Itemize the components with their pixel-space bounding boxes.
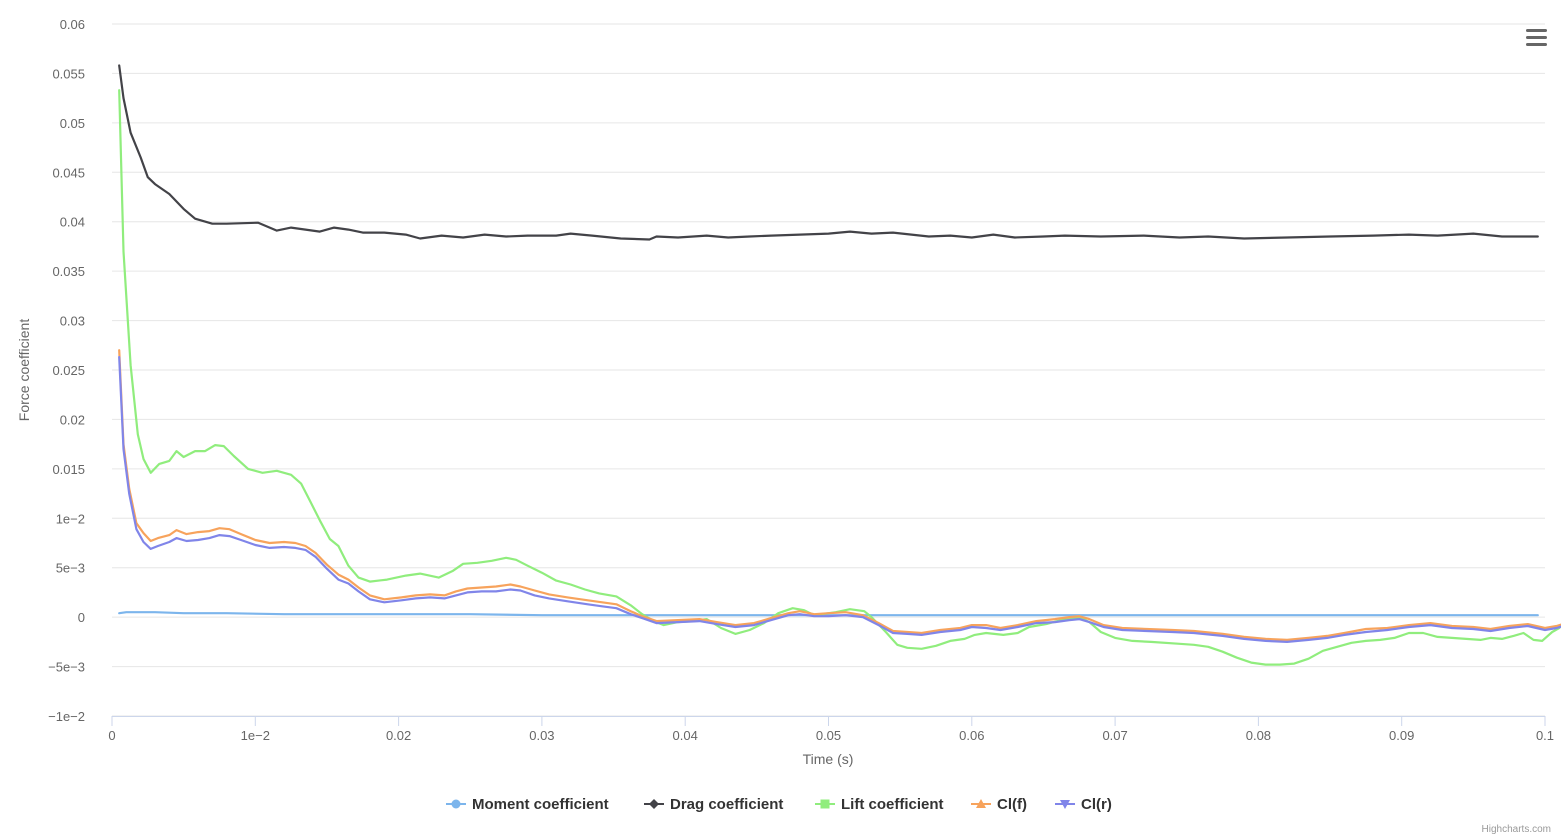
x-tick-label: 0.08 xyxy=(1246,728,1271,743)
legend-label: Cl(f) xyxy=(997,796,1027,813)
y-tick-label: 0.025 xyxy=(52,363,85,378)
y-tick-label: 5e−3 xyxy=(56,561,85,576)
y-tick-label: 0.055 xyxy=(52,66,85,81)
legend-label: Lift coefficient xyxy=(841,796,944,813)
y-tick-label: −1e−2 xyxy=(48,709,85,724)
series-line-moment-coefficient[interactable] xyxy=(118,611,1539,617)
y-tick-label: 0.045 xyxy=(52,165,85,180)
y-tick-label: −5e−3 xyxy=(48,660,85,675)
y-axis-title: Force coefficient xyxy=(16,319,32,422)
y-tick-label: 0.05 xyxy=(60,116,85,131)
credits-link[interactable]: Highcharts.com xyxy=(1482,824,1551,835)
legend-marker-circle-icon xyxy=(451,799,461,809)
axes xyxy=(111,716,1546,726)
legend-item[interactable]: Drag coefficient xyxy=(644,796,783,813)
series-line-drag-coefficient[interactable] xyxy=(118,64,1539,241)
x-tick-label: 0.02 xyxy=(386,728,411,743)
x-tick-label: 0.1 xyxy=(1536,728,1554,743)
y-tick-label: 0.035 xyxy=(52,264,85,279)
legend-marker-square-icon xyxy=(820,799,830,809)
x-tick-label: 0.06 xyxy=(959,728,984,743)
hamburger-menu-icon[interactable] xyxy=(1522,25,1550,49)
x-axis-title: Time (s) xyxy=(803,751,854,767)
x-tick-label: 0 xyxy=(108,728,115,743)
legend-marker-triangle-icon xyxy=(976,799,986,808)
y-tick-label: 0.015 xyxy=(52,462,85,477)
series-line-lift-coefficient[interactable] xyxy=(118,89,1561,666)
x-tick-label: 0.09 xyxy=(1389,728,1414,743)
y-tick-label: 0.03 xyxy=(60,314,85,329)
series-lines xyxy=(118,64,1561,666)
x-axis-tick-labels: 0 1e−2 0.02 0.03 0.04 0.05 0.06 0.07 0.08 0.09 0.1 xyxy=(108,728,1554,743)
legend-label: Cl(r) xyxy=(1081,796,1112,813)
legend-item[interactable]: Cl(f) xyxy=(971,796,1027,813)
y-tick-label: 0.02 xyxy=(60,412,85,427)
y-tick-label: 0.06 xyxy=(60,17,85,32)
y-tick-label: 0.04 xyxy=(60,215,85,230)
legend-item[interactable]: Cl(r) xyxy=(1055,796,1112,813)
legend-marker-triangle-down-icon xyxy=(1060,800,1070,809)
legend: Moment coefficient Drag coefficient Lift c… xyxy=(446,796,1112,813)
legend-marker-diamond-icon xyxy=(649,799,659,809)
legend-item[interactable]: Moment coefficient xyxy=(446,796,609,813)
grid-lines xyxy=(112,23,1545,717)
x-tick-label: 0.04 xyxy=(673,728,698,743)
y-axis-tick-labels: −1e−2 −5e−3 0 5e−3 1e−2 0.015 0.02 0.025 0.03 0.0… xyxy=(48,17,85,724)
x-tick-label: 0.03 xyxy=(529,728,554,743)
legend-label: Drag coefficient xyxy=(670,796,783,813)
y-tick-label: 0 xyxy=(78,610,85,625)
x-tick-label: 1e−2 xyxy=(241,728,270,743)
x-tick-label: 0.05 xyxy=(816,728,841,743)
x-tick-label: 0.07 xyxy=(1102,728,1127,743)
series-line-cl-f[interactable] xyxy=(118,349,1561,641)
legend-label: Moment coefficient xyxy=(472,796,609,813)
series-line-cl-r[interactable] xyxy=(118,356,1561,643)
y-tick-label: 1e−2 xyxy=(56,511,85,526)
legend-item[interactable]: Lift coefficient xyxy=(815,796,944,813)
